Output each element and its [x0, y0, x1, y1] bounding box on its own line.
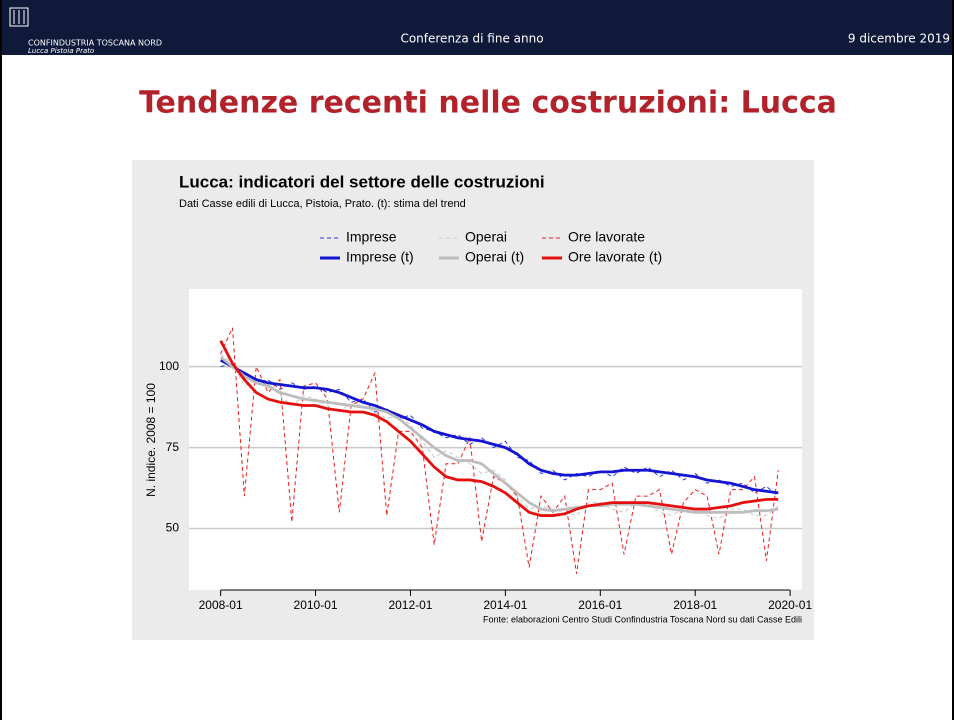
logo [9, 7, 29, 27]
slide-title: Tendenze recenti nelle costruzioni: Lucc… [139, 86, 837, 121]
x-tick-label: 2012-01 [388, 598, 432, 612]
series-line [220, 353, 779, 520]
y-tick-label: 50 [166, 521, 180, 535]
legend-label: Ore lavorate [568, 229, 645, 245]
plot-area [189, 289, 802, 590]
y-tick-label: 100 [159, 359, 179, 373]
x-tick-label: 2018-01 [673, 598, 717, 612]
x-tick-label: 2008-01 [199, 598, 243, 612]
caption: Fonte: elaborazioni Centro Studi Confind… [483, 614, 802, 624]
legend-label: Imprese (t) [346, 249, 414, 265]
series-line [219, 355, 779, 514]
chart-subtitle: Dati Casse edili di Lucca, Pistoia, Prat… [179, 198, 466, 210]
legend-label: Imprese [346, 229, 397, 245]
org: CONFINDUSTRIA TOSCANA NORD [28, 39, 162, 48]
y-axis-label: N. indice. 2008 = 100 [144, 383, 158, 497]
legend-label: Ore lavorate (t) [568, 249, 662, 265]
x-tick-label: 2016-01 [578, 598, 622, 612]
date: 9 dicembre 2019 [848, 32, 950, 46]
y-tick-label: 75 [166, 440, 180, 454]
x-tick-label: 2020-01 [768, 598, 812, 612]
org-sub: Lucca Pistoia Prato [28, 47, 94, 55]
event: Conferenza di fine anno [400, 32, 543, 46]
header-bar [2, 0, 952, 55]
series-line [219, 340, 779, 517]
legend-label: Operai [465, 229, 507, 245]
series-line [219, 358, 779, 495]
x-tick-label: 2014-01 [483, 598, 527, 612]
legend-label: Operai (t) [465, 249, 524, 265]
x-tick-label: 2010-01 [294, 598, 338, 612]
chart-title: Lucca: indicatori del settore delle cost… [179, 172, 545, 191]
